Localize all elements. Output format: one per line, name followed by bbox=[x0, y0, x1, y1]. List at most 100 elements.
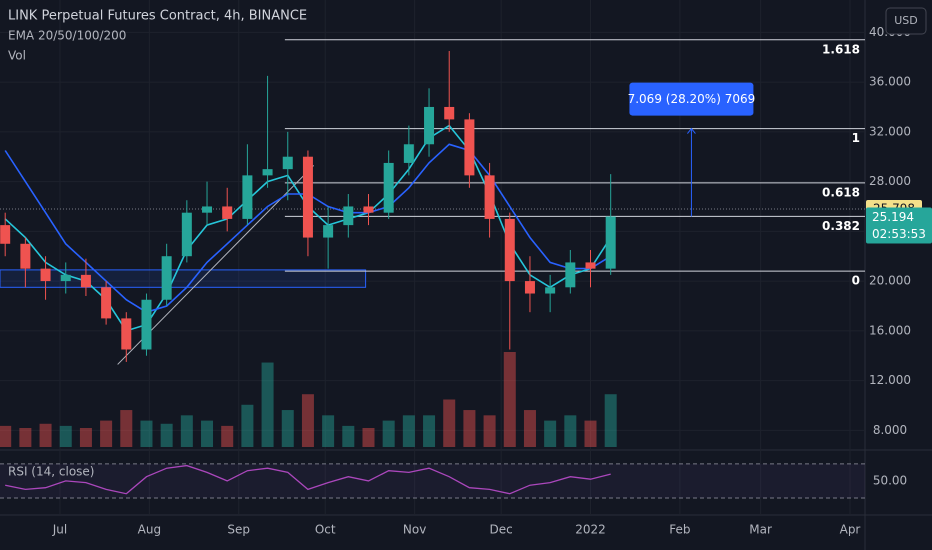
y-tick-label: 32.000 bbox=[869, 124, 911, 138]
volume-bar bbox=[362, 428, 375, 447]
fib-label: 0.618 bbox=[822, 185, 860, 199]
x-tick-label: Sep bbox=[227, 523, 250, 537]
fib-label: 0 bbox=[852, 274, 860, 288]
measure-box bbox=[629, 82, 754, 116]
fib-label: 0.382 bbox=[822, 219, 860, 233]
rsi-tick-label: 50.00 bbox=[873, 473, 907, 487]
candle-body bbox=[585, 262, 596, 269]
candle-body bbox=[60, 274, 71, 282]
y-tick-label: 12.000 bbox=[869, 373, 911, 387]
x-tick-label: Feb bbox=[669, 523, 690, 537]
volume-bar bbox=[402, 415, 415, 447]
currency-button[interactable] bbox=[885, 7, 927, 35]
volume-bar bbox=[221, 425, 234, 447]
candle-body bbox=[262, 169, 273, 176]
y-tick-label: 28.000 bbox=[869, 174, 911, 188]
candle-body bbox=[242, 175, 253, 219]
volume-bar bbox=[79, 428, 92, 447]
candle-body bbox=[40, 268, 51, 282]
volume-bar bbox=[483, 415, 496, 447]
x-tick-label: Dec bbox=[490, 523, 513, 537]
volume-bar bbox=[301, 394, 314, 447]
candle-body bbox=[101, 287, 112, 319]
volume-bar bbox=[281, 410, 294, 447]
rsi-title: RSI (14, close) bbox=[8, 465, 94, 479]
x-tick-label: Apr bbox=[840, 523, 861, 537]
candle-body bbox=[20, 243, 31, 269]
volume-bar bbox=[523, 410, 536, 447]
candle-body bbox=[343, 206, 354, 226]
candle-body bbox=[403, 144, 414, 163]
volume-bar bbox=[423, 415, 436, 447]
volume-bar bbox=[604, 394, 617, 447]
rsi-line bbox=[5, 464, 611, 495]
candle-body bbox=[161, 256, 172, 300]
candle-body bbox=[464, 119, 475, 176]
volume-bar bbox=[382, 420, 395, 447]
y-tick-label: 36.000 bbox=[869, 75, 911, 89]
y-tick-label: 16.000 bbox=[869, 323, 911, 337]
y-tick-label: 8.000 bbox=[873, 423, 907, 437]
measure-label: 7.069 (28.20%) 7069 bbox=[628, 92, 756, 106]
candle-body bbox=[565, 262, 576, 288]
candle-body bbox=[545, 287, 556, 294]
x-tick-label: Aug bbox=[138, 523, 161, 537]
x-tick-label: Jul bbox=[52, 523, 67, 537]
candle-body bbox=[202, 206, 213, 213]
candle-body bbox=[121, 318, 132, 350]
candle-body bbox=[444, 106, 455, 120]
volume-bar bbox=[463, 410, 476, 447]
currency-label[interactable]: USD bbox=[894, 14, 918, 27]
candle-body bbox=[524, 281, 535, 294]
last-price-box bbox=[866, 207, 932, 244]
volume-bar bbox=[0, 425, 12, 447]
axis: 8.00012.00016.00020.00024.00028.00032.00… bbox=[52, 25, 932, 537]
volume-bar bbox=[322, 415, 335, 447]
volume-bar bbox=[503, 352, 516, 447]
candle-body bbox=[141, 299, 152, 350]
indicator-label: EMA 20/50/100/200 bbox=[8, 29, 126, 43]
volume-bar bbox=[443, 399, 456, 447]
volume-bar bbox=[39, 423, 52, 447]
volume-bar bbox=[201, 420, 214, 447]
volume-bar bbox=[120, 410, 133, 447]
volume-bar bbox=[140, 420, 153, 447]
plot: 1.618 1 0.618 0.382 0 7.069 (28.20%) 7069 bbox=[0, 39, 865, 499]
candle-body bbox=[504, 218, 515, 282]
volume-bar bbox=[59, 425, 72, 447]
volume-bar bbox=[544, 420, 557, 447]
candle-body bbox=[605, 216, 616, 269]
x-tick-label: 2022 bbox=[575, 523, 606, 537]
candle-body bbox=[302, 156, 313, 238]
candle-body bbox=[222, 206, 233, 219]
volume-bar bbox=[584, 420, 597, 447]
candle-body bbox=[323, 225, 334, 238]
volume-bar bbox=[100, 420, 113, 447]
volume-bar bbox=[564, 415, 577, 447]
candle-body bbox=[80, 274, 91, 288]
candle-body bbox=[181, 212, 192, 257]
volume-bar bbox=[180, 415, 193, 447]
volume-bar bbox=[19, 428, 32, 447]
last-price-label: 25.194 bbox=[872, 210, 914, 224]
x-tick-label: Nov bbox=[403, 523, 426, 537]
indicator-label: Vol bbox=[8, 49, 26, 63]
fib-label: 1 bbox=[852, 131, 860, 145]
candle-body bbox=[0, 225, 11, 244]
volume-bar bbox=[342, 425, 355, 447]
y-tick-label: 20.000 bbox=[869, 274, 911, 288]
candle-body bbox=[383, 162, 394, 213]
candle-body bbox=[363, 206, 374, 213]
volume-bar bbox=[160, 423, 173, 447]
measure-arrowhead bbox=[687, 127, 696, 134]
volume-bar bbox=[261, 362, 274, 447]
fib-label: 1.618 bbox=[822, 42, 860, 56]
candle-body bbox=[484, 175, 495, 219]
countdown-label: 02:53:53 bbox=[872, 227, 926, 241]
volume-bar bbox=[241, 404, 254, 447]
chart-title: LINK Perpetual Futures Contract, 4h, BIN… bbox=[8, 9, 307, 24]
x-tick-label: Oct bbox=[315, 523, 336, 537]
candle-body bbox=[424, 106, 435, 145]
